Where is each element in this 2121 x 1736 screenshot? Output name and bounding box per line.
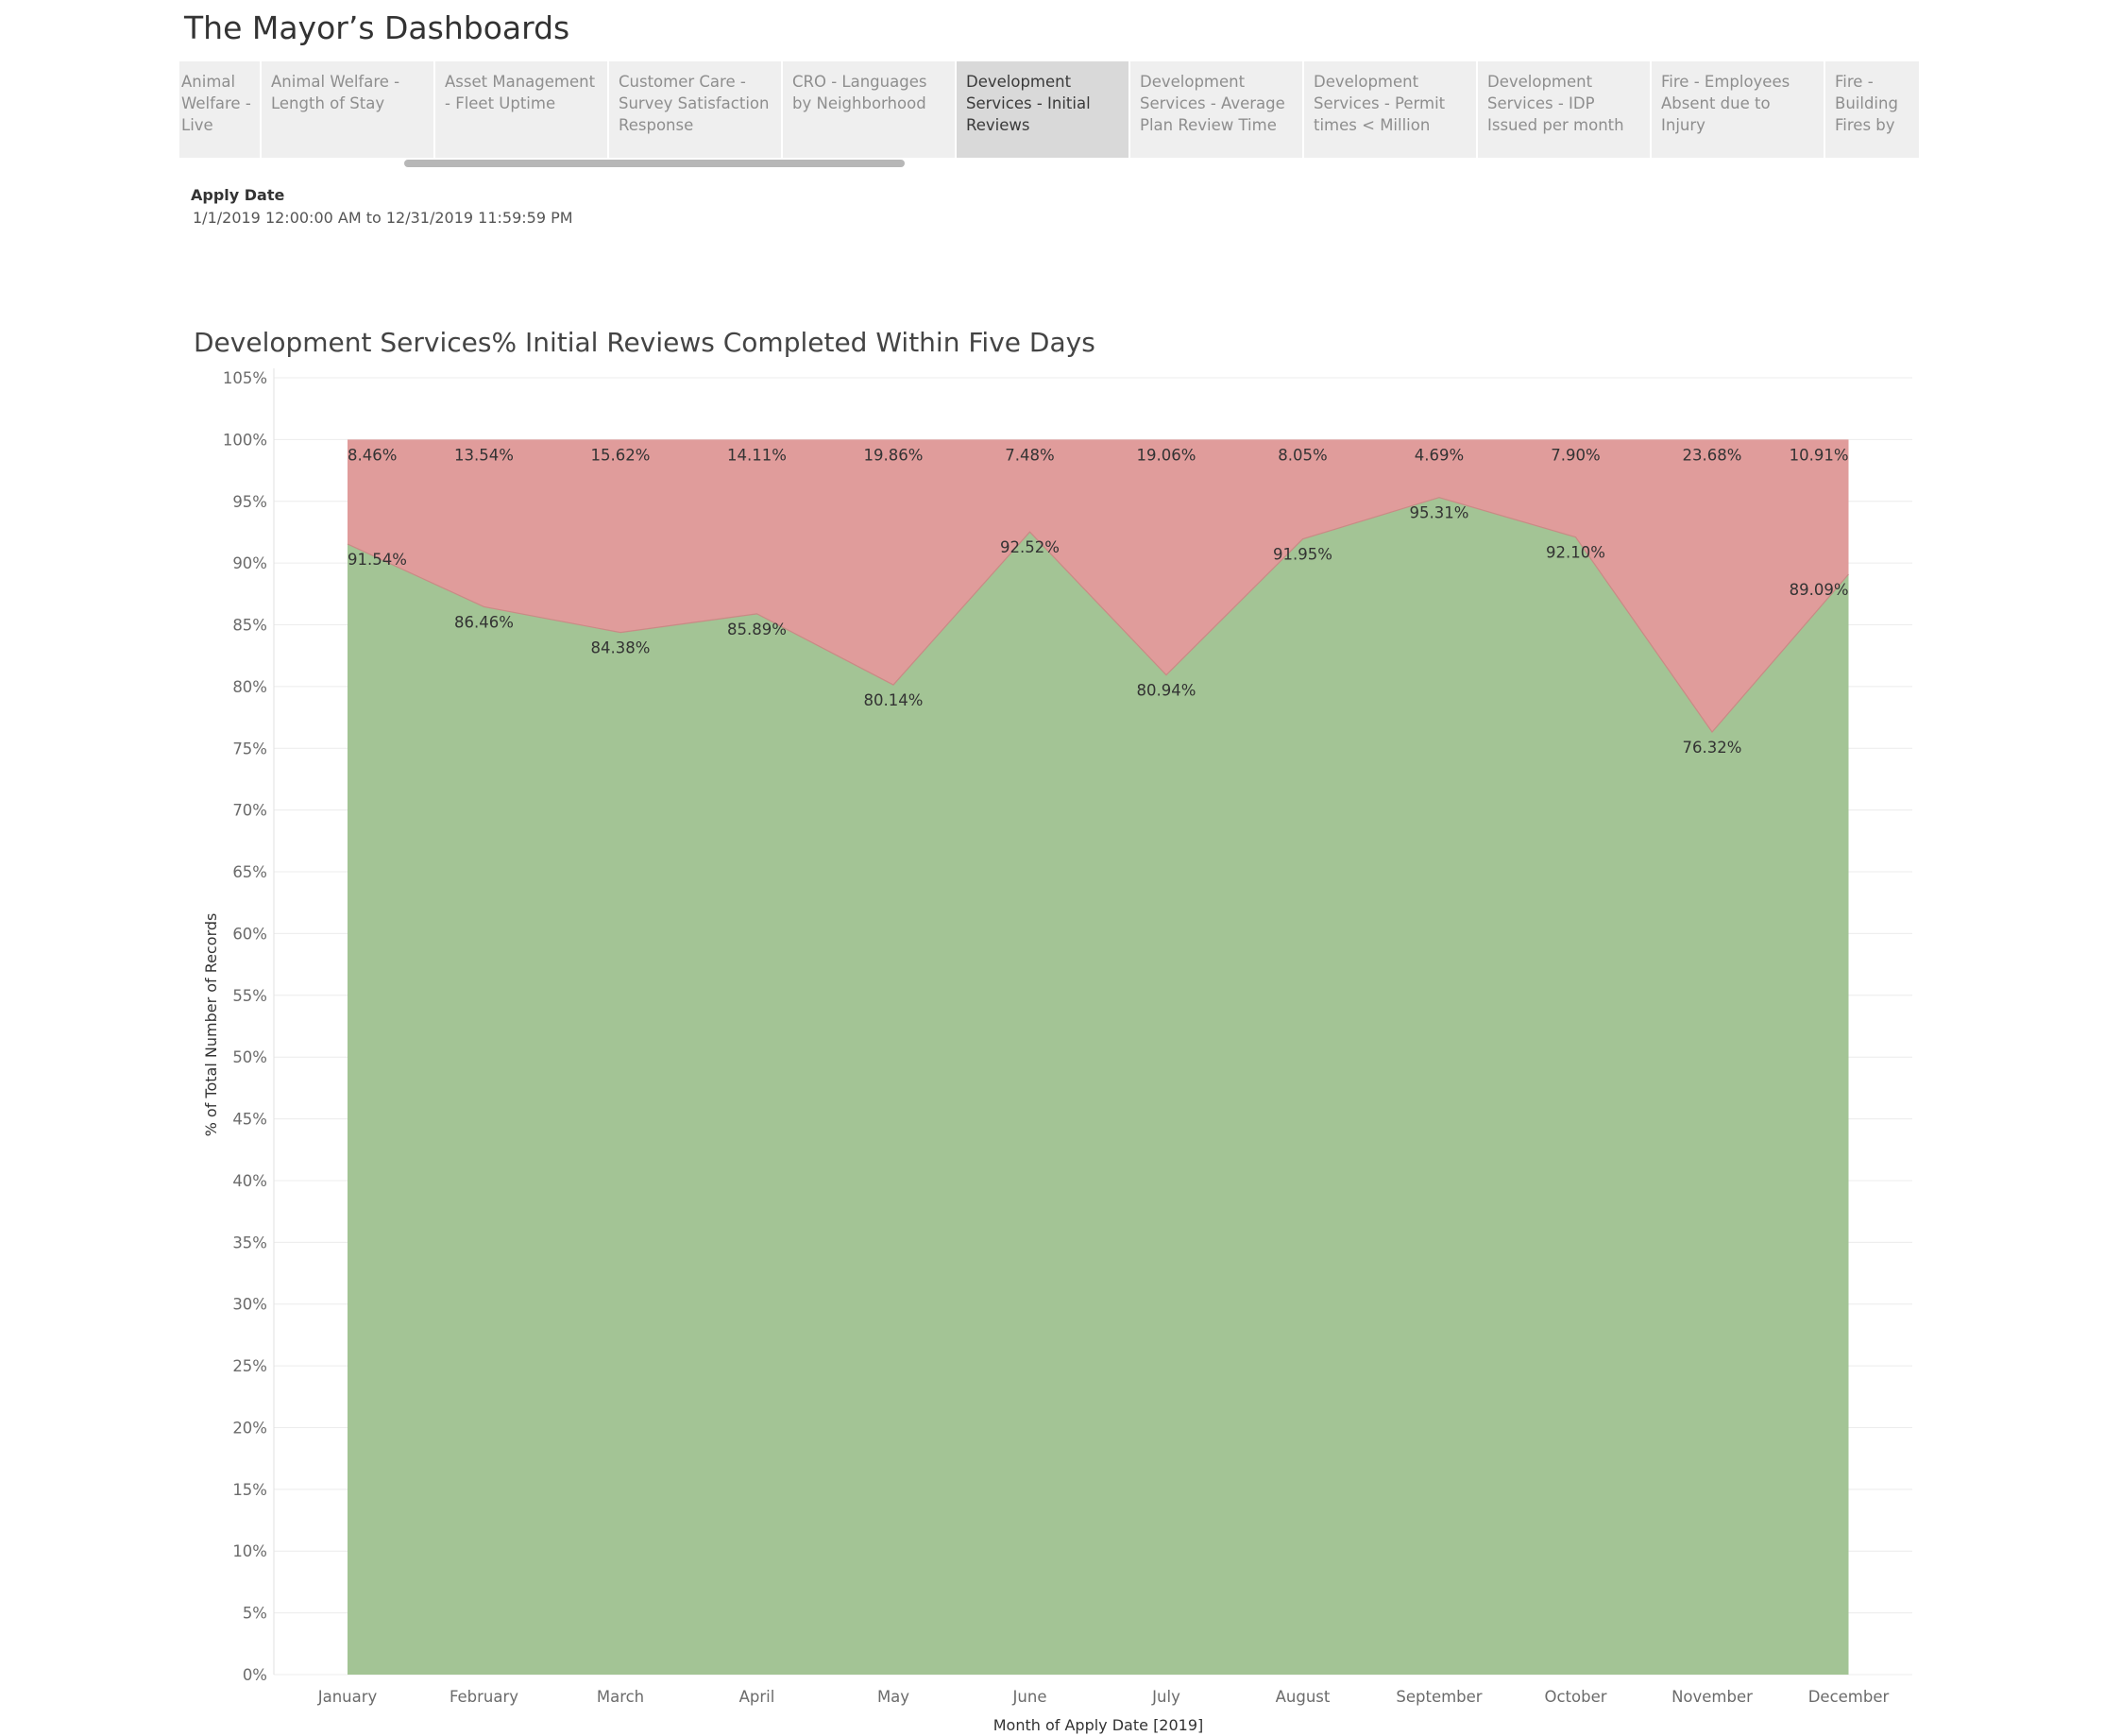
y-tick-label: 65% xyxy=(232,863,267,881)
data-label-within: 91.95% xyxy=(1273,546,1332,564)
filter-label: Apply Date xyxy=(191,186,285,204)
y-tick-label: 5% xyxy=(243,1605,267,1623)
data-label-within: 76.32% xyxy=(1683,739,1742,757)
chart-title: Development Services% Initial Reviews Co… xyxy=(194,327,1095,358)
y-tick-label: 20% xyxy=(232,1419,267,1437)
data-label-over: 13.54% xyxy=(454,446,514,464)
tab-label: Fire - Employees Absent due to Injury xyxy=(1661,73,1790,134)
y-tick-label: 90% xyxy=(232,554,267,572)
area-over-five-days xyxy=(348,439,1849,733)
data-label-within: 92.10% xyxy=(1546,544,1605,562)
x-tick-label: August xyxy=(1276,1688,1331,1706)
data-label-within: 95.31% xyxy=(1410,504,1469,522)
x-tick-label: December xyxy=(1808,1688,1890,1706)
tab-8[interactable]: Development Services - Permit times < Mi… xyxy=(1304,61,1478,158)
tab-2[interactable]: Animal Welfare - Length of Stay xyxy=(262,61,435,158)
x-tick-label: September xyxy=(1396,1688,1482,1706)
y-tick-label: 0% xyxy=(243,1666,267,1684)
tab-label: Development Services - Initial Reviews xyxy=(966,73,1091,134)
tab-9[interactable]: Development Services - IDP Issued per mo… xyxy=(1478,61,1652,158)
y-tick-label: 80% xyxy=(232,678,267,696)
tab-6[interactable]: Development Services - Initial Reviews xyxy=(957,61,1130,158)
tab-label: Animal Welfare - Length of Stay xyxy=(271,73,400,112)
data-label-within: 84.38% xyxy=(591,639,651,657)
y-tick-label: 70% xyxy=(232,802,267,820)
x-tick-label: February xyxy=(450,1688,518,1706)
data-label-over: 10.91% xyxy=(1790,446,1849,464)
data-label-within: 80.94% xyxy=(1137,682,1196,700)
data-label-within: 91.54% xyxy=(348,551,407,569)
data-label-over: 7.90% xyxy=(1551,446,1600,464)
y-tick-label: 60% xyxy=(232,925,267,943)
tab-label: Asset Management - Fleet Uptime xyxy=(445,73,596,112)
tab-10[interactable]: Fire - Employees Absent due to Injury xyxy=(1652,61,1825,158)
data-label-within: 89.09% xyxy=(1790,581,1849,599)
boundary-line xyxy=(347,497,1849,733)
tab-11[interactable]: Fire - Building Fires by M.. xyxy=(1825,61,1921,158)
data-label-over: 8.46% xyxy=(348,446,397,464)
filter-date-range[interactable]: 1/1/2019 12:00:00 AM to 12/31/2019 11:59… xyxy=(193,209,573,227)
y-tick-label: 25% xyxy=(232,1357,267,1375)
tab-7[interactable]: Development Services - Average Plan Revi… xyxy=(1130,61,1304,158)
x-tick-label: October xyxy=(1544,1688,1606,1706)
data-label-over: 15.62% xyxy=(591,446,651,464)
tab-label: Development Services - Permit times < Mi… xyxy=(1314,73,1446,134)
area-within-five-days xyxy=(348,497,1849,1676)
y-tick-label: 10% xyxy=(232,1542,267,1560)
data-label-over: 23.68% xyxy=(1683,446,1742,464)
y-tick-label: 40% xyxy=(232,1172,267,1190)
y-tick-label: 75% xyxy=(232,740,267,757)
x-tick-label: January xyxy=(317,1688,378,1706)
x-tick-label: July xyxy=(1151,1688,1180,1706)
tab-label: CRO - Languages by Neighborhood xyxy=(792,73,927,112)
tab-label: Fire - Building Fires by M.. xyxy=(1835,73,1898,134)
y-tick-label: 45% xyxy=(232,1111,267,1129)
y-tick-label: 15% xyxy=(232,1481,267,1499)
x-axis-title: Month of Apply Date [2019] xyxy=(993,1716,1204,1734)
tab-3[interactable]: Asset Management - Fleet Uptime xyxy=(435,61,609,158)
tab-5[interactable]: CRO - Languages by Neighborhood xyxy=(783,61,957,158)
y-tick-label: 85% xyxy=(232,617,267,635)
y-tick-label: 30% xyxy=(232,1296,267,1314)
data-label-over: 4.69% xyxy=(1415,446,1464,464)
x-tick-label: April xyxy=(739,1688,775,1706)
y-tick-label: 105% xyxy=(223,369,267,387)
data-label-over: 19.06% xyxy=(1137,446,1196,464)
data-label-over: 7.48% xyxy=(1005,446,1054,464)
tab-1[interactable]: Animal Welfare - Live Exits xyxy=(179,61,262,158)
y-tick-label: 50% xyxy=(232,1048,267,1066)
y-tick-label: 95% xyxy=(232,493,267,511)
tab-label: Animal Welfare - Live Exits xyxy=(181,73,251,134)
y-tick-label: 35% xyxy=(232,1234,267,1251)
data-label-within: 86.46% xyxy=(454,613,514,631)
data-label-within: 92.52% xyxy=(1000,538,1060,556)
app-title: The Mayor’s Dashboards xyxy=(184,9,570,46)
y-tick-label: 100% xyxy=(223,431,267,449)
data-label-over: 14.11% xyxy=(727,446,787,464)
tab-4[interactable]: Customer Care - Survey Satisfaction Resp… xyxy=(609,61,783,158)
y-tick-label: 55% xyxy=(232,987,267,1005)
data-label-within: 85.89% xyxy=(727,621,787,638)
tab-label: Development Services - IDP Issued per mo… xyxy=(1487,73,1624,134)
tab-label: Customer Care - Survey Satisfaction Resp… xyxy=(619,73,770,134)
data-label-over: 8.05% xyxy=(1278,446,1327,464)
x-tick-label: June xyxy=(1012,1688,1047,1706)
dashboard-tab-strip: Animal Welfare - Live Exits Animal Welfar… xyxy=(179,61,1921,158)
y-axis-title: % of Total Number of Records xyxy=(202,913,220,1137)
tab-label: Development Services - Average Plan Revi… xyxy=(1140,73,1285,134)
x-tick-label: March xyxy=(597,1688,644,1706)
x-tick-label: May xyxy=(877,1688,909,1706)
data-label-within: 80.14% xyxy=(864,691,924,709)
x-tick-label: November xyxy=(1671,1688,1753,1706)
data-label-over: 19.86% xyxy=(864,446,924,464)
tab-strip-scrollbar[interactable] xyxy=(404,160,905,167)
